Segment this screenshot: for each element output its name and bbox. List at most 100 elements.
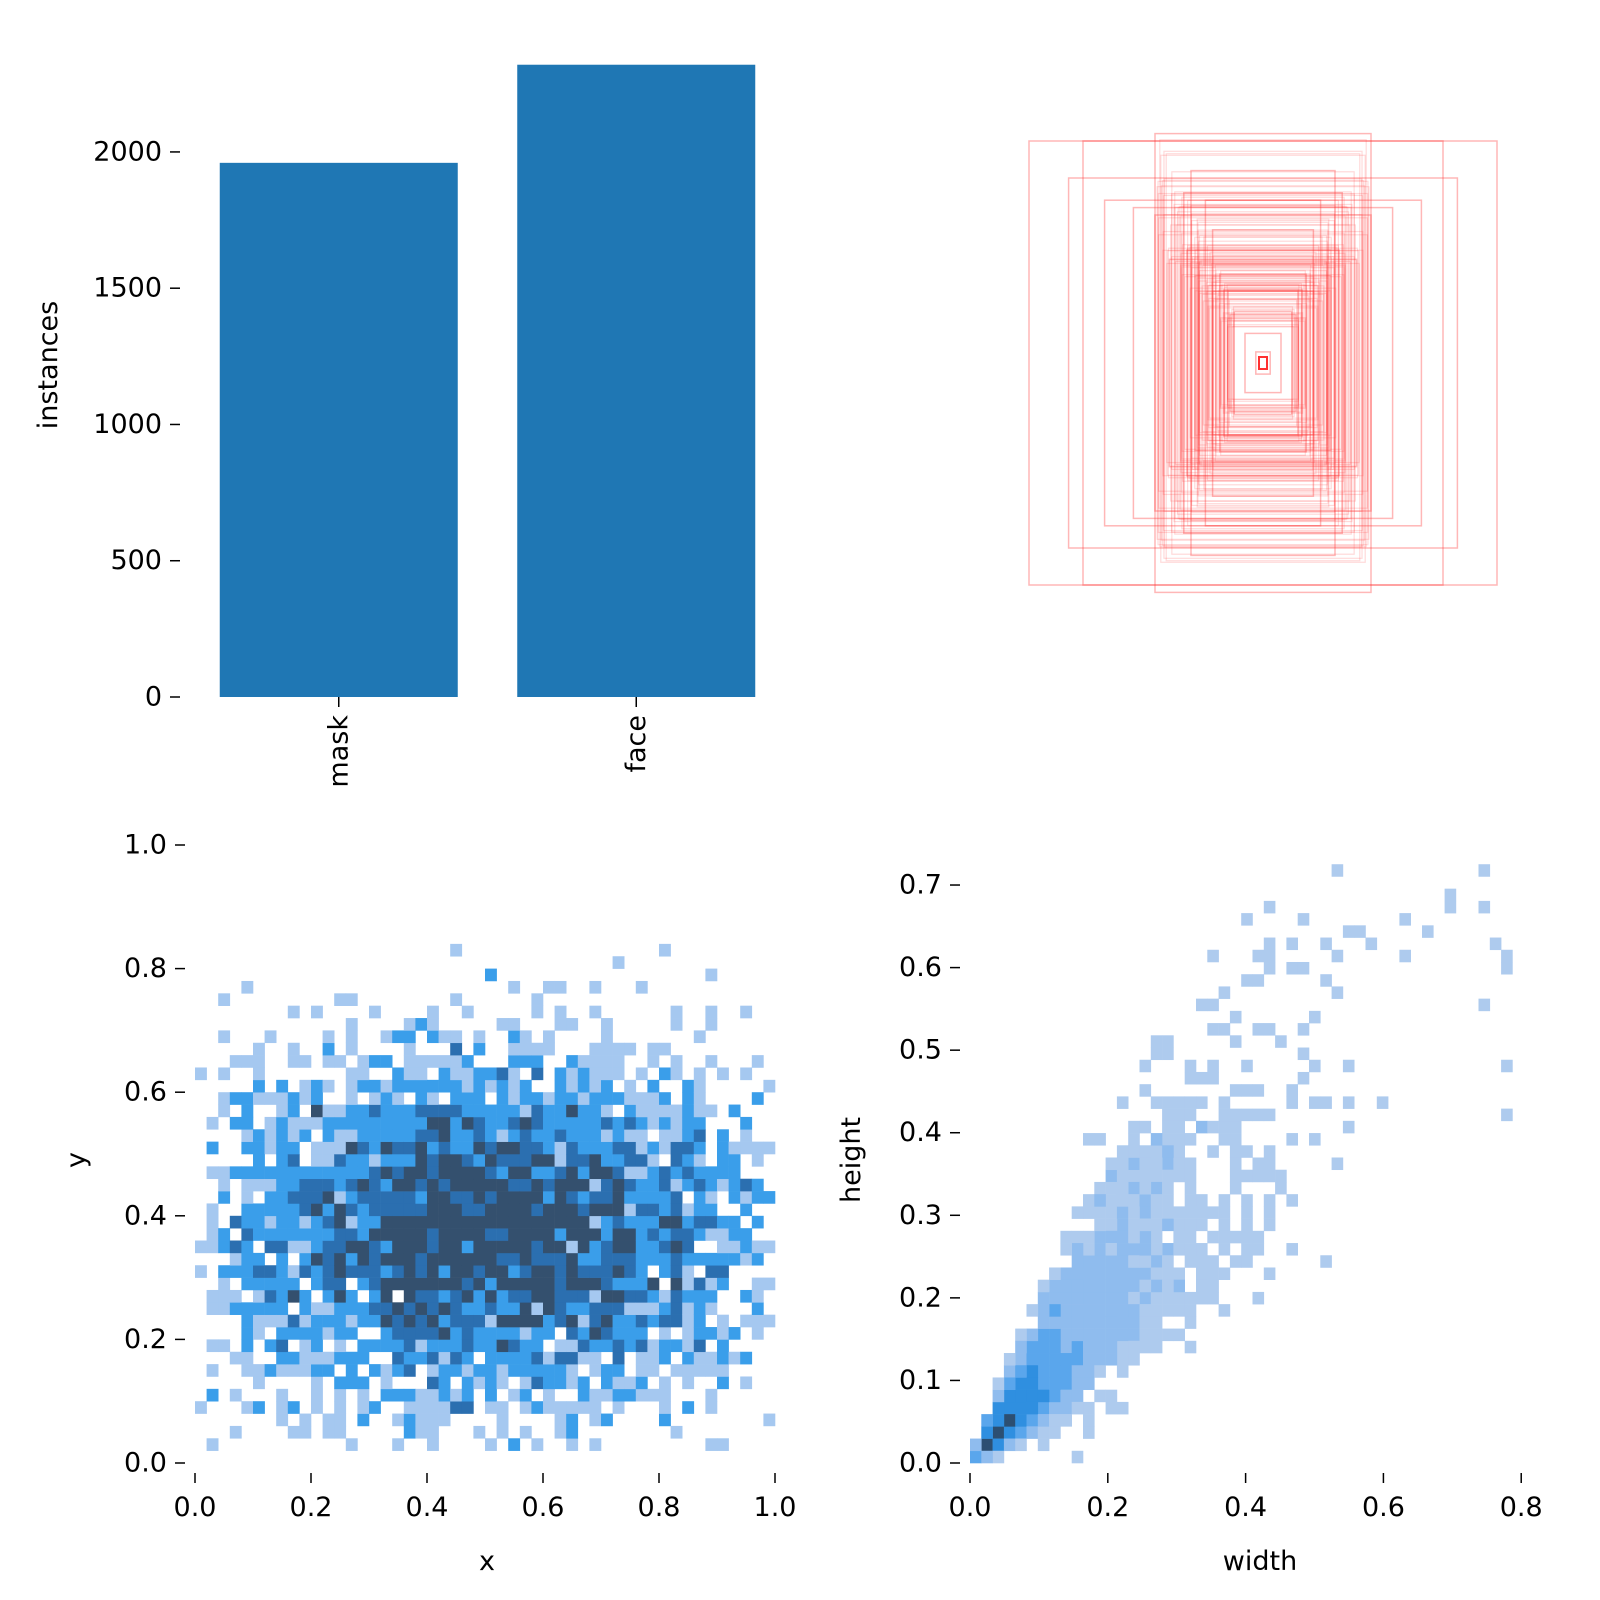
bbox-outline (1197, 240, 1329, 486)
wh-heatmap-cell (1105, 1316, 1118, 1329)
xy-heatmap-cell (624, 1240, 637, 1254)
wh-heatmap-cell (1263, 1157, 1276, 1171)
xy-heatmap-cell (705, 1438, 718, 1451)
xy-heatmap-cell (693, 1339, 706, 1353)
wh-heatmap-cell (1207, 1291, 1219, 1305)
xy-heatmap-cell (299, 1079, 312, 1093)
bbox-outline (1228, 314, 1298, 412)
xy-heatmap-cell (554, 1376, 567, 1390)
wh-heatmap-cell (1071, 1377, 1084, 1390)
bbox-outline (1198, 292, 1328, 434)
wh-heatmap-cell (1094, 1267, 1106, 1280)
wh-heatmap-cell (1037, 1291, 1050, 1305)
wh-heatmap-cell (1150, 1133, 1163, 1146)
bbox-outline (1220, 270, 1306, 456)
xy-heatmap-cell (612, 1302, 625, 1315)
xy-heatmap-cell (276, 1413, 289, 1427)
wh-heatmap-cell (1501, 1059, 1513, 1073)
xy-heatmap-cell (519, 1141, 532, 1155)
wh-heatmap-cell (981, 1450, 993, 1464)
xy-heatmap-cell (577, 1191, 590, 1204)
xy-heatmap-cell (357, 1154, 370, 1167)
xy-heatmap-cell (403, 1327, 416, 1340)
xy-heatmap-cell (473, 1067, 486, 1081)
wh-heatmap-cell (1116, 1304, 1129, 1317)
wh-heatmap-cell (1128, 1243, 1140, 1256)
wh-heatmap-cell (1083, 1243, 1095, 1256)
xy-heatmap-cell (345, 1079, 358, 1093)
xy-heatmap-cell (519, 1215, 532, 1229)
xy-heatmap-cell (531, 1178, 544, 1192)
xy-heatmap-cell (612, 1240, 625, 1254)
xy-heatmap-cell (473, 1178, 486, 1192)
xy-heatmap-cell (380, 1277, 393, 1291)
xy-heatmap-cell (334, 1388, 347, 1402)
xy-heatmap-cell (589, 1413, 602, 1427)
wh-heatmap-cell (1049, 1389, 1061, 1403)
wh-heatmap-cell (1444, 888, 1457, 902)
xy-heatmap-cell (206, 1240, 219, 1254)
wh-heatmap-cell (1331, 986, 1344, 999)
wh-heatmap-cell (1083, 1426, 1095, 1439)
xy-heatmap-cell (461, 1092, 474, 1105)
xy-heatmap-cell (496, 1191, 509, 1204)
xy-heatmap-cell (229, 1388, 242, 1402)
wh-heatmap-cell (1015, 1365, 1027, 1378)
xy-heatmap-cell (635, 1067, 648, 1081)
xy-y-tick-label: 0.6 (124, 1077, 167, 1108)
bbox-outline (1229, 314, 1297, 412)
xy-heatmap-cell (241, 1104, 254, 1118)
xy-heatmap-cell (717, 1277, 729, 1291)
xy-heatmap-cell (392, 1154, 405, 1167)
xy-heatmap-cell (392, 1203, 405, 1217)
xy-heatmap-cell (450, 1079, 463, 1093)
wh-heatmap-cell (1207, 1267, 1219, 1280)
xy-heatmap-cell (334, 1425, 347, 1439)
xy-heatmap-cell (554, 1425, 567, 1439)
xy-heatmap-cell (647, 1228, 660, 1241)
wh-heatmap-cell (1478, 864, 1491, 877)
xy-heatmap-cell (751, 1215, 764, 1229)
xy-heatmap-cell (403, 1314, 416, 1328)
xy-heatmap-cell (392, 1302, 405, 1315)
xy-heatmap-cell (334, 1166, 347, 1180)
xy-heatmap-cell (253, 1129, 265, 1142)
xy-heatmap-cell (450, 1104, 463, 1118)
xy-heatmap-cell (577, 1129, 590, 1142)
xy-heatmap-cell (693, 1314, 706, 1328)
xy-heatmap-cell (519, 1030, 532, 1044)
xy-heatmap-cell (612, 1327, 625, 1340)
xy-heatmap-cell (485, 1265, 497, 1278)
xy-heatmap-cell (519, 1154, 532, 1167)
wh-heatmap-cell (1060, 1401, 1072, 1415)
wh-heatmap-cell (1331, 864, 1344, 877)
xy-heatmap-cell (241, 1351, 254, 1365)
wh-heatmap-cell (1026, 1414, 1039, 1427)
xy-heatmap-cell (601, 1327, 613, 1340)
wh-heatmap-cell (1049, 1414, 1061, 1427)
wh-x-tick-label: 0.0 (949, 1492, 992, 1523)
wh-heatmap-cell (1207, 949, 1219, 963)
bbox-outline (1183, 192, 1343, 534)
xy-heatmap-cell (438, 1166, 451, 1180)
xy-heatmap-cell (438, 1215, 451, 1229)
xy-heatmap-cell (369, 1129, 381, 1142)
bbox-outline (1206, 244, 1320, 482)
xy-heatmap-cell (601, 1376, 613, 1390)
xy-heatmap-cell (450, 1092, 463, 1105)
xy-heatmap-cell (403, 1364, 416, 1377)
xy-heatmap-cell (728, 1154, 741, 1167)
xy-heatmap-cell (554, 1265, 567, 1278)
xy-heatmap-cell (705, 1228, 718, 1241)
xy-y-tick-label: 1.0 (124, 830, 167, 861)
xy-heatmap-cell (392, 1339, 405, 1353)
xy-heatmap-cell (253, 1265, 265, 1278)
wh-heatmap-cell (1162, 1255, 1174, 1268)
xy-heatmap-cell (508, 1079, 521, 1093)
xy-heatmap-cell (717, 1228, 729, 1241)
wh-heatmap-cell (1184, 1059, 1197, 1073)
xy-heatmap-cell (543, 1228, 555, 1241)
wh-heatmap-cell (1320, 1096, 1332, 1109)
xy-heatmap-cell (438, 1141, 451, 1155)
